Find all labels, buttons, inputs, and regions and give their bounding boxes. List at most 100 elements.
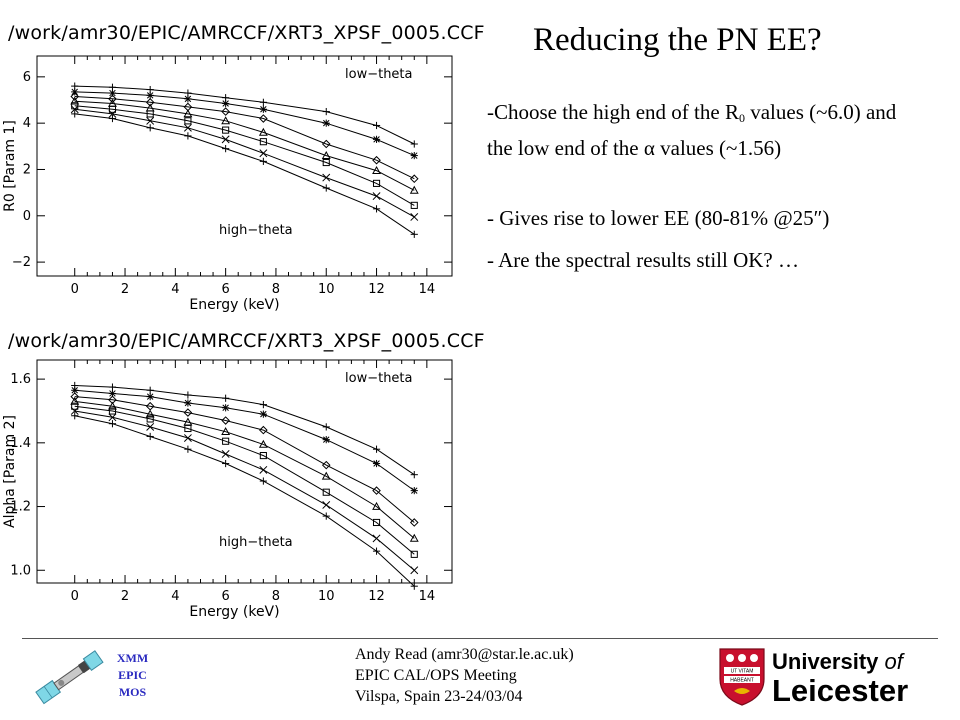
series-1-point-3 <box>184 391 192 399</box>
bullet-1-text-b: values (~6.0) and the low end of the α v… <box>487 100 897 160</box>
series-5-point-2 <box>146 415 154 423</box>
annotation-high-theta: high−theta <box>219 223 293 238</box>
y-tick-label-2: 1.4 <box>10 436 31 451</box>
x-tick-label-3: 6 <box>221 282 229 297</box>
x-tick-label-4: 8 <box>272 589 280 604</box>
bullet-1: -Choose the high end of the R0 values (~… <box>487 97 927 163</box>
series-2-line <box>74 389 415 492</box>
slide-title: Reducing the PN EE? <box>533 22 822 58</box>
series-5-point-3 <box>184 424 192 433</box>
series-7-point-3 <box>184 132 192 140</box>
series-5-point-4 <box>222 437 230 445</box>
series-4-point-1 <box>108 401 117 410</box>
series-2-point-3 <box>184 95 192 103</box>
x-tick-label-4: 8 <box>272 282 280 297</box>
series-5-line <box>74 405 415 555</box>
series-4-point-4 <box>221 116 231 125</box>
x-tick-label-5: 10 <box>318 589 335 604</box>
series-4-point-5 <box>258 127 268 136</box>
series-3-point-8 <box>409 518 419 527</box>
series-3-point-6 <box>321 139 331 149</box>
xmm-label-line-2: EPIC <box>118 668 147 682</box>
series-7-line <box>74 415 415 587</box>
series-5-point-0 <box>71 402 79 410</box>
footer-meeting: EPIC CAL/OPS Meeting <box>355 667 517 684</box>
series-6-point-4 <box>221 135 230 144</box>
series-3-point-0 <box>70 392 80 401</box>
y-tick-label-0: −2 <box>12 255 31 270</box>
series-2-point-0 <box>71 88 79 96</box>
x-tick-label-3: 6 <box>221 589 229 604</box>
series-4-point-0 <box>70 396 80 405</box>
footer-author: Andy Read (amr30@star.le.ac.uk) <box>355 646 574 663</box>
series-6-point-5 <box>259 149 268 158</box>
series-3-point-5 <box>259 114 268 123</box>
series-5-point-5 <box>259 452 267 460</box>
series-3-point-2 <box>145 98 155 107</box>
series-1-point-4 <box>222 394 230 402</box>
series-1-point-6 <box>322 107 330 116</box>
x-tick-label-0: 0 <box>71 282 79 297</box>
y-tick-label-4: 6 <box>23 70 31 85</box>
xmm-label-line-1: XMM <box>116 651 149 665</box>
x-axis-label: Energy (keV) <box>189 297 279 313</box>
x-tick-label-0: 0 <box>71 589 79 604</box>
series-2-point-0 <box>71 386 79 394</box>
series-7-point-1 <box>108 114 117 123</box>
series-4-point-2 <box>145 409 155 418</box>
series-1-point-6 <box>322 423 330 431</box>
chart-2-frame <box>36 359 453 584</box>
series-5-point-3 <box>184 117 192 125</box>
x-tick-label-6: 12 <box>368 589 385 604</box>
series-1-point-7 <box>372 445 381 453</box>
series-2-point-6 <box>322 436 330 444</box>
xmm-epic-mos-label: XMM EPIC MOS <box>110 650 155 701</box>
series-6-point-3 <box>183 434 192 443</box>
series-2-point-6 <box>322 119 330 127</box>
university-word: University <box>772 649 879 674</box>
series-1-point-8 <box>410 471 418 479</box>
satellite-icon <box>30 648 110 713</box>
bullet-1-text-a: -Choose the high end of the R <box>487 100 739 124</box>
annotation-low-theta: low−theta <box>345 67 413 82</box>
series-7-point-5 <box>259 477 267 485</box>
series-7-point-0 <box>71 412 79 420</box>
series-6-point-7 <box>372 534 381 543</box>
series-1-point-1 <box>108 383 117 391</box>
y-tick-label-3: 4 <box>23 116 31 131</box>
chart-2: 0 2 4 6 8 10 12 14 1.0 1.2 1.4 1.6 Energy (keV) Alpha… <box>0 0 480 640</box>
series-6-point-1 <box>108 109 117 118</box>
series-4-point-3 <box>183 109 193 118</box>
series-6-point-6 <box>322 173 331 182</box>
x-tick-label-2: 4 <box>171 589 179 604</box>
series-7-point-0 <box>71 110 79 118</box>
series-2-point-5 <box>259 105 267 113</box>
x-tick-label-5: 10 <box>318 282 335 297</box>
series-7-point-4 <box>222 145 230 153</box>
series-5-line <box>74 105 415 206</box>
annotation-low-theta: low−theta <box>345 371 413 386</box>
series-5-point-6 <box>322 488 330 496</box>
university-name: Leicester <box>772 673 908 707</box>
series-1-point-2 <box>146 386 154 394</box>
y-tick-label-0: 1.0 <box>10 563 31 578</box>
series-7-point-7 <box>372 205 381 213</box>
series-6-point-0 <box>70 105 79 114</box>
series-2-point-4 <box>222 404 230 412</box>
y-axis-label: Alpha [Param 2] <box>2 415 18 528</box>
series-2-point-4 <box>222 99 230 108</box>
bullet-1-subscript: 0 <box>738 111 745 125</box>
series-4-point-8 <box>409 185 419 194</box>
series-5-point-1 <box>108 105 117 113</box>
series-5-point-4 <box>222 126 230 134</box>
series-6-point-8 <box>410 212 419 221</box>
series-3-line <box>74 396 415 523</box>
series-7-point-2 <box>146 432 154 441</box>
series-4-point-8 <box>409 533 419 542</box>
footer-credits: Andy Read (amr30@star.le.ac.uk) EPIC CAL… <box>355 644 574 707</box>
y-tick-label-1: 1.2 <box>10 500 31 515</box>
series-2-point-3 <box>184 399 192 407</box>
x-tick-label-6: 12 <box>368 282 385 297</box>
series-2-point-7 <box>372 459 381 468</box>
series-2-point-8 <box>410 487 418 495</box>
